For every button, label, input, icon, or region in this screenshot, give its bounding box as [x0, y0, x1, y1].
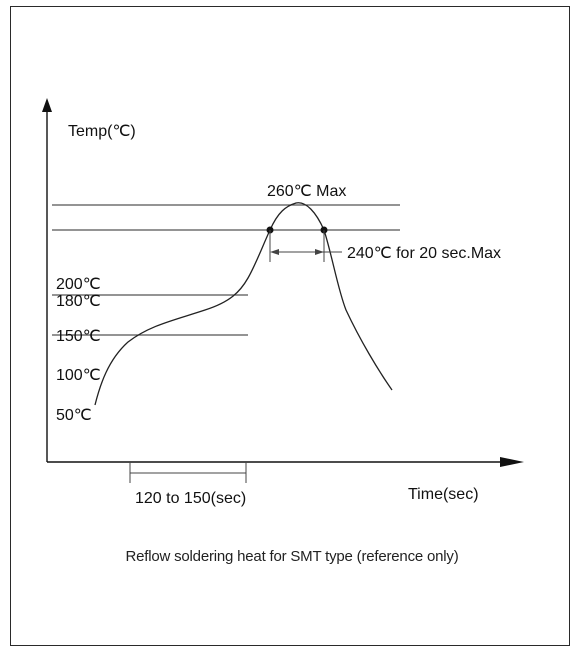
- y-axis-arrow: [42, 98, 52, 112]
- tick-label-150: 150℃: [56, 328, 101, 345]
- y-axis-label: Temp(℃): [68, 123, 136, 140]
- figure-caption: Reflow soldering heat for SMT type (refe…: [0, 548, 584, 565]
- x-axis-arrow: [500, 457, 524, 467]
- duration-arrow-head-right: [315, 249, 324, 255]
- reflow-chart: Temp(℃) 260℃ Max 240℃ for 20 sec.Max 200…: [0, 0, 584, 631]
- x-axis-label: Time(sec): [408, 486, 479, 503]
- ref-label-240: 240℃ for 20 sec.Max: [347, 245, 501, 262]
- tick-label-50: 50℃: [56, 407, 92, 424]
- duration-arrow-head-left: [270, 249, 279, 255]
- tick-label-200: 200℃: [56, 276, 101, 293]
- tick-label-180: 180℃: [56, 293, 101, 310]
- temperature-curve: [95, 203, 392, 405]
- ref-label-260: 260℃ Max: [267, 183, 346, 200]
- tick-label-100: 100℃: [56, 367, 101, 384]
- preheat-span-label: 120 to 150(sec): [135, 490, 246, 507]
